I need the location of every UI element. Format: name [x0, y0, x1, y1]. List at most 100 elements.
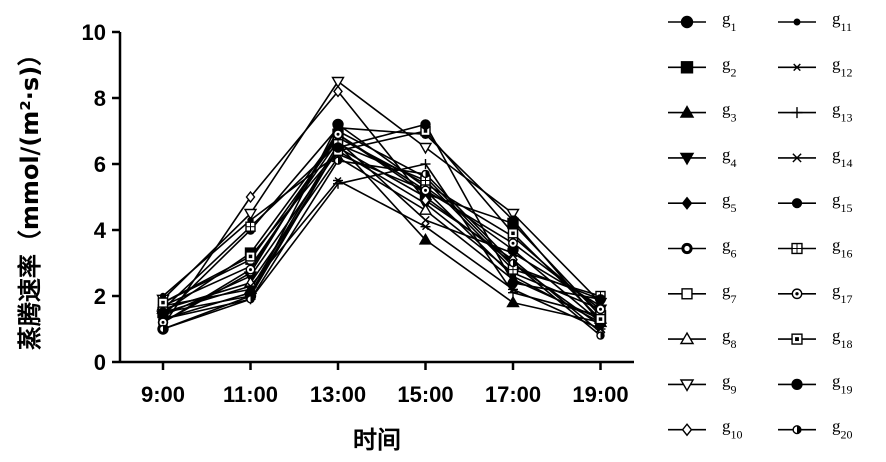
legend-label-base: g: [832, 145, 841, 164]
legend-label-base: g: [832, 100, 841, 119]
legend-label-subscript: 20: [841, 428, 853, 442]
data-point-g19: [507, 277, 519, 288]
y-tick-label: 4: [94, 218, 107, 243]
legend-label-base: g: [722, 371, 731, 390]
legend-label-base: g: [722, 281, 731, 300]
legend-label: g18: [832, 326, 853, 351]
legend-marker-icon: [679, 105, 695, 118]
legend-marker-icon: [791, 63, 803, 72]
data-point-g17: [595, 304, 606, 315]
data-point-g12: [245, 282, 256, 290]
legend-marker-icon: [791, 333, 803, 345]
legend-entry-g11: g11: [778, 9, 852, 34]
data-point-g14: [421, 215, 430, 225]
legend-label: g20: [832, 417, 853, 442]
legend-marker-icon: [791, 198, 803, 209]
data-point-g13: [333, 178, 343, 189]
legend-label-subscript: 11: [841, 20, 853, 34]
legend-label-base: g: [832, 417, 841, 436]
x-axis-title: 时间: [353, 426, 401, 454]
legend-label-base: g: [832, 236, 841, 255]
data-point-g18: [595, 313, 606, 325]
data-point-g20: [333, 156, 343, 165]
legend-label-subscript: 17: [841, 292, 853, 306]
legend-label: g11: [832, 9, 852, 34]
legend-entry-g12: g12: [778, 54, 853, 79]
x-tick-label: 19:00: [572, 382, 628, 407]
legend-label-base: g: [722, 326, 731, 345]
legend-entry-g19: g19: [778, 371, 853, 396]
legend-entry-g20: g20: [778, 417, 853, 442]
legend-entry-g8: g8: [668, 326, 737, 351]
legend-label-subscript: 16: [841, 247, 853, 261]
legend-label-subscript: 6: [731, 247, 737, 261]
data-point-g9: [243, 208, 258, 221]
data-point-g20: [596, 331, 605, 340]
series-line-g20: [162, 159, 602, 337]
legend-entry-g16: g16: [778, 236, 853, 261]
data-point-g9: [331, 76, 345, 89]
data-point-g19: [420, 119, 431, 130]
data-point-g3: [418, 233, 433, 245]
y-tick-label: 10: [82, 20, 106, 45]
legend-entry-g2: g2: [668, 54, 737, 79]
legend-label-base: g: [722, 417, 731, 436]
data-point-g18: [157, 297, 169, 308]
series-line-g9: [162, 80, 602, 304]
y-tick-label: 8: [94, 86, 106, 111]
data-point-g19: [332, 142, 344, 153]
legend-label-subscript: 18: [841, 337, 853, 351]
data-point-g9: [506, 208, 520, 221]
series-line-g17: [162, 133, 601, 324]
legend-marker-icon: [791, 288, 803, 300]
series-line-g15: [162, 126, 602, 323]
legend-marker-icon: [793, 18, 801, 26]
data-point-g17: [245, 264, 256, 275]
legend-label-subscript: 14: [841, 156, 853, 170]
data-point-g17: [333, 129, 343, 140]
legend-entry-g1: g1: [668, 9, 737, 34]
series-line-g3: [162, 143, 601, 324]
series-line-g14: [162, 140, 601, 307]
data-point-g19: [595, 294, 606, 305]
y-tick-label: 0: [94, 350, 106, 375]
legend-label-subscript: 8: [731, 337, 737, 351]
legend-label-subscript: 1: [731, 20, 737, 34]
data-point-g17: [420, 185, 431, 196]
legend-label-base: g: [722, 100, 731, 119]
legend-marker-icon: [679, 379, 695, 392]
data-point-g18: [245, 251, 256, 262]
data-point-g13: [420, 159, 431, 169]
legend-label-subscript: 7: [731, 292, 737, 306]
data-point-g9: [418, 142, 433, 155]
legend-entry-g6: g6: [668, 236, 737, 261]
legend-entry-g18: g18: [778, 326, 853, 351]
legend-label-subscript: 3: [731, 111, 737, 125]
x-tick-label: 17:00: [485, 382, 541, 407]
data-point-g20: [158, 324, 168, 334]
legend-label: g9: [722, 371, 737, 396]
legend-marker-icon: [791, 378, 803, 391]
data-point-g13: [508, 287, 518, 298]
legend-entry-g5: g5: [668, 190, 737, 215]
data-point-g19: [157, 307, 169, 318]
series-line-g2: [162, 133, 602, 317]
legend-label: g2: [722, 54, 737, 79]
x-tick-label: 13:00: [310, 382, 366, 407]
legend-label: g17: [832, 281, 853, 306]
legend-label: g3: [722, 100, 737, 125]
legend-label-base: g: [832, 54, 841, 73]
legend-label: g6: [722, 236, 737, 261]
legend-label: g16: [832, 236, 853, 261]
legend-marker-icon: [681, 288, 693, 300]
series-line-g7: [162, 136, 602, 314]
legend-marker-icon: [791, 107, 803, 119]
plot-series-group: [162, 80, 602, 337]
series-line-g10: [162, 90, 602, 333]
legend-label-base: g: [832, 9, 841, 28]
legend-label-subscript: 13: [841, 111, 853, 125]
data-point-g18: [507, 228, 519, 239]
legend-label-base: g: [832, 326, 841, 345]
data-point-g10: [333, 85, 343, 98]
x-tick-label: 9:00: [141, 382, 185, 407]
